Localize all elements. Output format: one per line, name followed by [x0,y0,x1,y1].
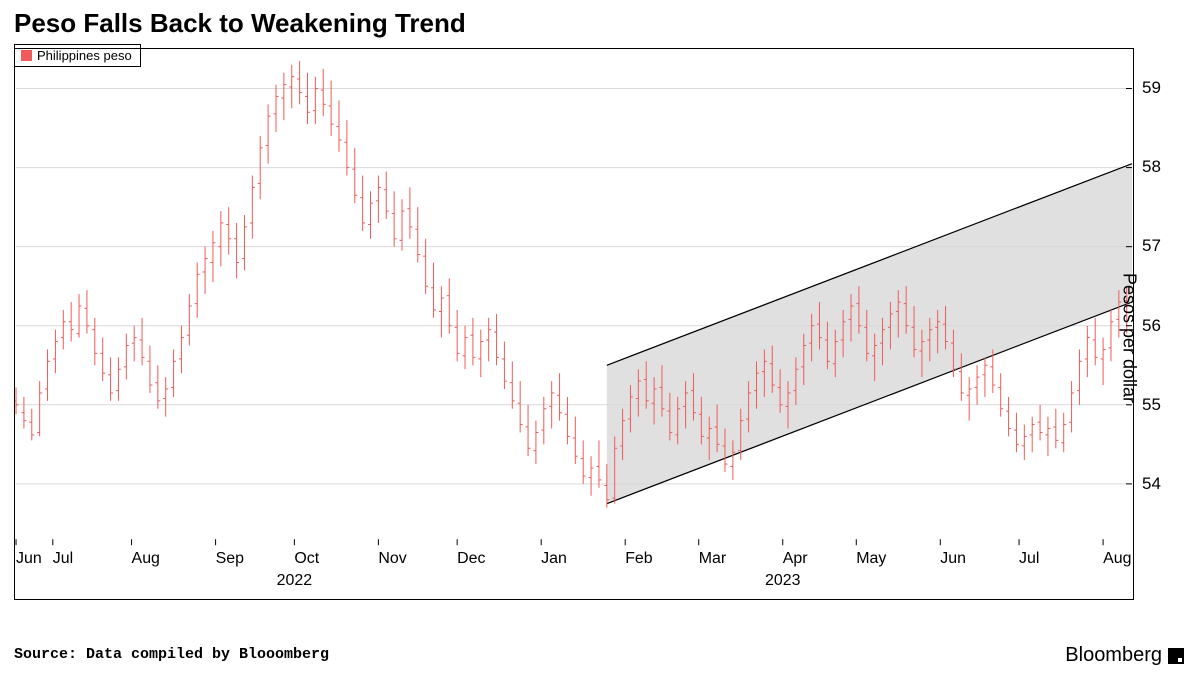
x-tick-label: Aug [132,550,160,567]
brand-logo: Bloomberg [1065,644,1184,667]
chart-svg: Jun Jul Aug Sep Oct Nov Dec Jan Feb Mar Apr May Jun J… [15,49,1133,599]
y-axis-label: Pesos per dollar [1118,272,1139,402]
y-tick-label: 58 [1142,157,1161,177]
x-tick-label: May [856,550,886,567]
x-year-label: 2022 [277,572,313,589]
x-tick-label: Dec [457,550,485,567]
x-tick-label: Jul [53,550,73,567]
y-tick-label: 55 [1142,395,1161,415]
x-tick-label: Jun [16,550,42,567]
x-tick-label: Jun [940,550,966,567]
y-tick-label: 57 [1142,236,1161,256]
y-tick-label: 56 [1142,316,1161,336]
chart-plot-area: Jun Jul Aug Sep Oct Nov Dec Jan Feb Mar Apr May Jun J… [14,48,1134,600]
x-tick-label: Jan [541,550,567,567]
x-tick-label: Apr [783,550,808,567]
x-tick-label: Nov [378,550,406,567]
x-tick-label: Aug [1103,550,1131,567]
x-tick-label: Jul [1019,550,1039,567]
source-attribution: Source: Data compiled by Blooomberg [14,646,329,663]
x-tick-label: Oct [294,550,319,567]
x-tick-label: Mar [699,550,727,567]
chart-title: Peso Falls Back to Weakening Trend [14,8,466,39]
brand-icon [1168,648,1184,664]
brand-text: Bloomberg [1065,644,1162,667]
x-tick-label: Sep [216,550,244,567]
y-tick-label: 54 [1142,474,1161,494]
y-tick-label: 59 [1142,78,1161,98]
x-tick-label: Feb [625,550,653,567]
x-year-label: 2023 [765,572,801,589]
